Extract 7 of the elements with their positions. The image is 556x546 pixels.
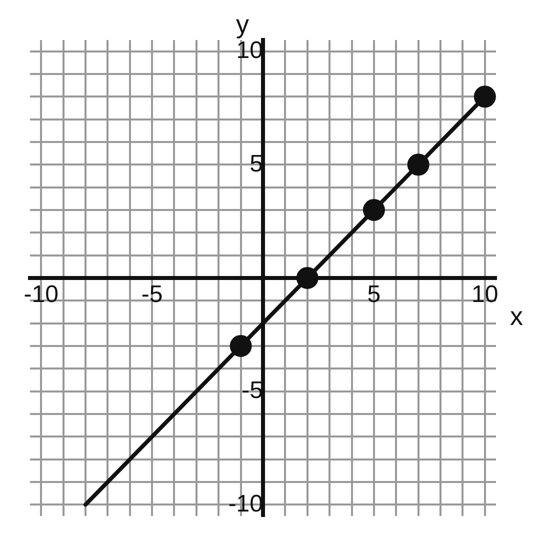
x-tick-label: 5 (367, 281, 381, 308)
y-axis-title: y (236, 9, 249, 40)
x-axis-title: x (510, 301, 523, 332)
x-tick-label: 10 (472, 281, 498, 308)
x-tick-label: -5 (141, 281, 163, 308)
x-tick-label: -10 (24, 281, 58, 308)
point (474, 86, 496, 108)
